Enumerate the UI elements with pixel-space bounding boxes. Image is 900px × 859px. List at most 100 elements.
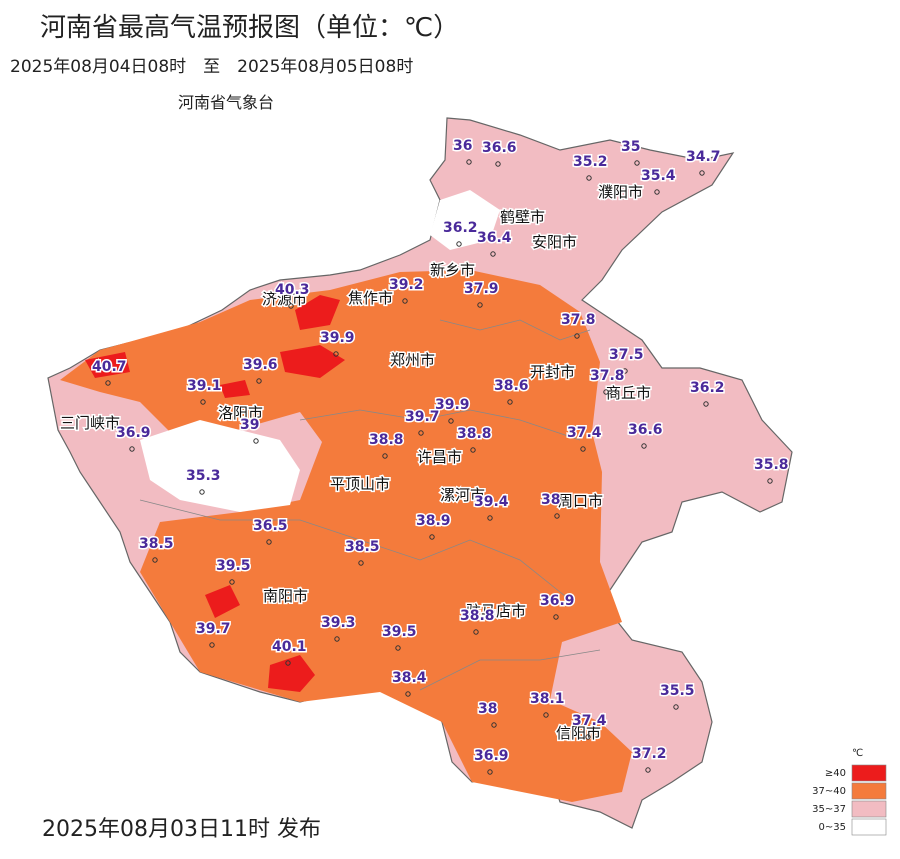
station-dot [229, 579, 235, 585]
station-dot [473, 629, 479, 635]
city-label: 安阳市 [532, 233, 577, 251]
station-dot [554, 513, 560, 519]
issue-time: 2025年08月03日11时 发布 [42, 817, 321, 842]
cool-patch [430, 190, 500, 250]
station-dot [395, 645, 401, 651]
station-dot [418, 430, 424, 436]
city-label: 平顶山市 [330, 475, 390, 493]
city-label: 驻马店市 [466, 602, 526, 620]
temperature-label: 34.7 [686, 149, 721, 165]
station-dot [334, 636, 340, 642]
station-dot [405, 691, 411, 697]
temperature-label: 39.2 [389, 277, 424, 293]
temperature-label: 39.7 [405, 409, 440, 425]
station-dot [767, 478, 773, 484]
station-dot [333, 351, 339, 357]
station-dot [654, 189, 660, 195]
station-dot [152, 557, 158, 563]
station-dot [266, 539, 272, 545]
temperature-label: 36.6 [482, 140, 517, 156]
temperature-label: 38.8 [460, 608, 495, 624]
temperature-label: 39.1 [187, 378, 222, 394]
station-dot [586, 175, 592, 181]
station-dot [622, 368, 628, 374]
temperature-label: 37.2 [632, 746, 667, 762]
hottest-patch [268, 655, 315, 692]
temperature-label: 40.1 [272, 639, 307, 655]
city-label: 商丘市 [606, 384, 651, 402]
temperature-label: 36.9 [540, 593, 575, 609]
temperature-label: 35.4 [641, 168, 676, 184]
temperature-label: 36.9 [116, 425, 151, 441]
temperature-label: 39.9 [320, 330, 355, 346]
city-label: 郑州市 [390, 351, 435, 369]
temperature-label: 38.8 [457, 426, 492, 442]
temperature-label: 36.9 [474, 748, 509, 764]
city-label: 济源市 [262, 290, 307, 308]
temperature-label: 38.5 [139, 536, 174, 552]
station-dot [288, 303, 294, 309]
legend-unit: ℃ [852, 748, 863, 759]
legend-label: 35~37 [812, 804, 846, 815]
hottest-patch [295, 295, 340, 330]
temperature-regions [47, 117, 793, 829]
station-dot [673, 704, 679, 710]
station-dot [199, 489, 205, 495]
station-dot [402, 298, 408, 304]
temperature-label: 36.6 [628, 422, 663, 438]
station-dot [105, 380, 111, 386]
station-dot [456, 241, 462, 247]
hottest-patch [220, 380, 250, 398]
station-dot [507, 399, 513, 405]
station-dot [645, 767, 651, 773]
temperature-label: 38.6 [494, 378, 529, 394]
legend-label: ≥40 [825, 768, 846, 779]
temperature-label: 35.8 [754, 457, 789, 473]
temperature-label: 36.2 [443, 220, 478, 236]
temperature-label: 39.7 [196, 621, 231, 637]
station-dot [382, 453, 388, 459]
station-dot [358, 560, 364, 566]
border [139, 499, 571, 601]
temperature-label: 38 [541, 492, 560, 508]
station-dot [253, 438, 259, 444]
temperature-label: 35.5 [660, 683, 695, 699]
legend-swatch [851, 782, 887, 800]
temperature-label: 38.4 [392, 670, 427, 686]
border [419, 649, 601, 691]
temperature-label: 38.5 [345, 539, 380, 555]
temperature-label: 39.9 [435, 397, 470, 413]
legend-swatch [851, 764, 887, 782]
temperature-label: 36.2 [690, 380, 725, 396]
border [439, 319, 591, 341]
legend-swatch [851, 800, 887, 818]
station-dot [448, 418, 454, 424]
station-dot [477, 302, 483, 308]
city-label: 南阳市 [263, 587, 308, 605]
station-dot [641, 443, 647, 449]
city-label: 三门峡市 [60, 414, 120, 432]
city-label: 濮阳市 [598, 183, 643, 201]
temperature-label: 39.5 [382, 624, 417, 640]
hottest-patch [85, 352, 130, 378]
city-label: 洛阳市 [218, 404, 263, 422]
temperature-label: 39.4 [474, 494, 509, 510]
station-dot [703, 401, 709, 407]
station-dot [285, 660, 291, 666]
city-label: 周口市 [558, 492, 603, 510]
hot-region [60, 270, 632, 802]
station-dot [487, 769, 493, 775]
station-dot [490, 251, 496, 257]
temperature-label: 39.6 [243, 357, 278, 373]
city-label: 漯河市 [440, 486, 485, 504]
temperature-label: 37.5 [609, 347, 644, 363]
temperature-label: 36 [453, 138, 472, 154]
station-dot [580, 446, 586, 452]
city-label: 鹤壁市 [500, 208, 545, 226]
temperature-label: 37.9 [464, 281, 499, 297]
station-dot [543, 712, 549, 718]
legend-label: 0~35 [819, 822, 846, 833]
